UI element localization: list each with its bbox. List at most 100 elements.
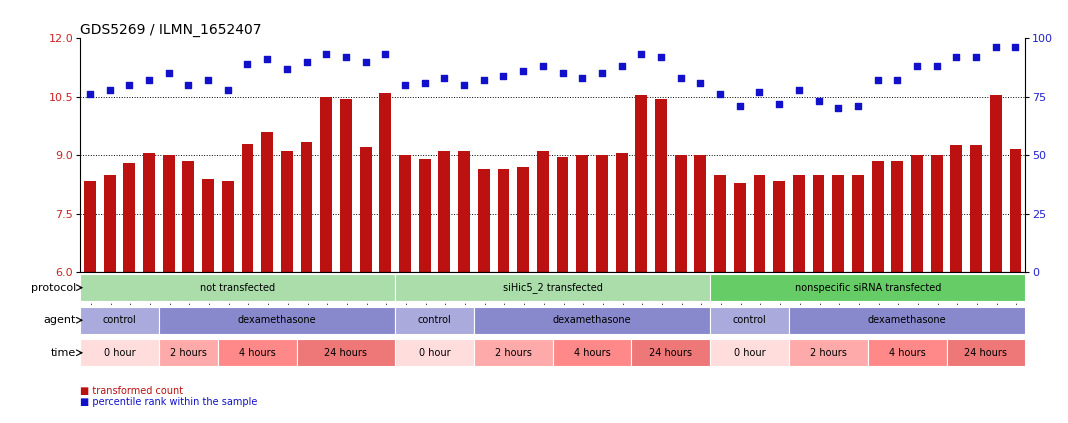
Text: GDS5269 / ILMN_1652407: GDS5269 / ILMN_1652407 — [80, 23, 262, 37]
Bar — [754, 175, 766, 272]
Bar — [301, 142, 313, 272]
Point — [357, 58, 374, 65]
Text: 0 hour: 0 hour — [419, 348, 451, 358]
Bar — [124, 163, 136, 272]
Bar — [990, 95, 1002, 272]
Bar — [143, 153, 155, 272]
Text: agent: agent — [44, 315, 76, 325]
Bar — [80, 274, 395, 301]
Bar — [714, 175, 726, 272]
Bar — [360, 148, 372, 272]
Point — [790, 86, 807, 93]
Point — [554, 70, 571, 77]
Bar — [379, 93, 391, 272]
Point — [909, 63, 926, 69]
Point — [377, 51, 394, 58]
Point — [692, 79, 709, 86]
Text: ■ percentile rank within the sample: ■ percentile rank within the sample — [80, 397, 257, 407]
Bar — [577, 155, 588, 272]
Point — [317, 51, 334, 58]
Bar — [1009, 149, 1021, 272]
Bar — [297, 339, 395, 366]
Point — [771, 100, 788, 107]
Bar — [399, 155, 411, 272]
Bar — [458, 151, 470, 272]
Text: siHic5_2 transfected: siHic5_2 transfected — [503, 282, 602, 293]
Text: dexamethasone: dexamethasone — [868, 315, 946, 325]
Point — [613, 63, 630, 69]
Text: nonspecific siRNA transfected: nonspecific siRNA transfected — [795, 283, 941, 293]
Point — [417, 79, 434, 86]
Text: 24 hours: 24 hours — [964, 348, 1007, 358]
Point — [396, 82, 413, 88]
Point — [830, 105, 847, 112]
Point — [475, 77, 492, 84]
Bar — [710, 339, 789, 366]
Bar — [439, 151, 451, 272]
Bar — [635, 95, 647, 272]
Bar — [734, 183, 745, 272]
Point — [732, 103, 749, 110]
Point — [632, 51, 649, 58]
Bar — [80, 339, 159, 366]
Bar — [710, 274, 1025, 301]
Bar — [517, 167, 529, 272]
Point — [869, 77, 886, 84]
Point — [672, 74, 689, 81]
Point — [219, 86, 236, 93]
Bar — [789, 339, 867, 366]
Bar — [911, 155, 923, 272]
Point — [298, 58, 315, 65]
Bar — [281, 151, 293, 272]
Point — [436, 74, 453, 81]
Text: protocol: protocol — [31, 283, 76, 293]
Bar — [537, 151, 549, 272]
Bar — [675, 155, 687, 272]
Text: 4 hours: 4 hours — [574, 348, 611, 358]
Bar — [871, 161, 883, 272]
Bar — [930, 155, 943, 272]
Bar — [813, 175, 824, 272]
Point — [179, 82, 197, 88]
Text: time: time — [51, 348, 76, 358]
Point — [494, 72, 512, 79]
Point — [849, 103, 866, 110]
Bar — [218, 339, 297, 366]
Bar — [159, 307, 395, 334]
Text: ■ transformed count: ■ transformed count — [80, 386, 184, 396]
Text: control: control — [103, 315, 137, 325]
Point — [101, 86, 119, 93]
Bar — [789, 307, 1025, 334]
Text: 0 hour: 0 hour — [734, 348, 766, 358]
Bar — [222, 181, 234, 272]
Point — [889, 77, 906, 84]
Point — [947, 53, 964, 60]
Bar — [320, 97, 332, 272]
Text: 4 hours: 4 hours — [239, 348, 276, 358]
Bar — [474, 339, 553, 366]
Bar — [867, 339, 946, 366]
Point — [141, 77, 158, 84]
Bar — [951, 146, 962, 272]
Point — [258, 56, 276, 63]
Bar — [631, 339, 710, 366]
Point — [160, 70, 177, 77]
Bar — [477, 169, 489, 272]
Text: control: control — [733, 315, 767, 325]
Bar — [553, 339, 631, 366]
Point — [987, 44, 1004, 51]
Text: not transfected: not transfected — [200, 283, 276, 293]
Bar — [395, 274, 710, 301]
Bar — [202, 179, 214, 272]
Point — [515, 68, 532, 74]
Point — [968, 53, 985, 60]
Bar — [498, 169, 509, 272]
Point — [751, 88, 768, 95]
Point — [121, 82, 138, 88]
Bar — [262, 132, 273, 272]
Bar — [773, 181, 785, 272]
Bar — [694, 155, 706, 272]
Text: 2 hours: 2 hours — [494, 348, 532, 358]
Text: 2 hours: 2 hours — [810, 348, 847, 358]
Point — [594, 70, 611, 77]
